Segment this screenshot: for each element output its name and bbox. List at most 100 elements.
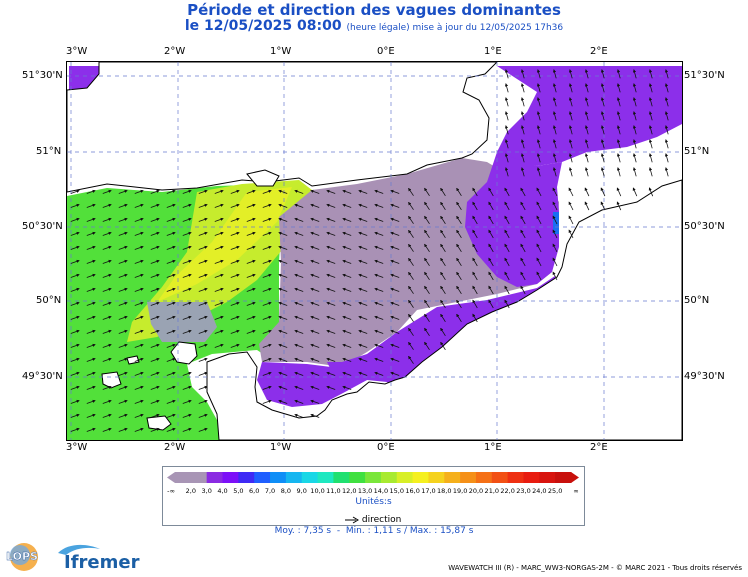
direction-arrow (520, 167, 525, 177)
direction-arrow (342, 315, 352, 320)
colorbar-tick-label: 4,0 (217, 487, 228, 495)
direction-arrow (230, 301, 240, 306)
direction-arrow (86, 427, 96, 432)
direction-arrow (198, 371, 208, 376)
lat-tick-right: 51°30'N (684, 70, 725, 81)
direction-arrow (230, 287, 240, 292)
direction-arrow (278, 385, 288, 390)
direction-arrow (310, 245, 320, 250)
direction-arrow (408, 229, 414, 238)
direction-arrow (262, 343, 272, 348)
direction-arrow (536, 153, 541, 163)
lon-tick-top: 0°E (377, 46, 395, 57)
lon-tick-bottom: 0°E (377, 442, 395, 453)
direction-arrow (536, 229, 542, 239)
direction-arrow (504, 187, 510, 197)
direction-arrow (118, 329, 128, 334)
direction-arrow (278, 287, 288, 292)
direction-arrow (86, 371, 96, 376)
direction-arrow (230, 329, 240, 334)
stat-separator-2: / (403, 526, 407, 536)
direction-arrow (358, 343, 368, 348)
direction-arrow (488, 201, 494, 211)
direction-arrow (648, 111, 653, 121)
direction-arrow (150, 189, 160, 194)
colorbar-tick-label: 8,0 (280, 487, 292, 495)
direction-arrow (102, 287, 112, 292)
direction-arrow (198, 329, 208, 334)
direction-arrow (326, 343, 336, 348)
direction-arrow (150, 259, 160, 264)
direction-arrow (390, 231, 400, 236)
colorbar-high-triangle (571, 472, 579, 483)
direction-arrow (536, 69, 541, 79)
lops-logo-mark: LOPS (6, 543, 38, 571)
direction-arrow (326, 371, 336, 376)
colorbar-swatch (365, 472, 382, 483)
direction-arrow (118, 301, 128, 306)
direction-arrow (294, 343, 304, 348)
colorbar-tick-label: 14,0 (373, 487, 389, 495)
direction-arrow (278, 189, 288, 194)
lat-tick-right: 50°30'N (684, 221, 725, 232)
direction-arrow (214, 217, 224, 222)
colorbar-tick-label: 21,0 (484, 487, 500, 495)
map-date: le 12/05/2025 08:00 (heure légale) mise … (0, 18, 748, 34)
colorbar-tick-label: 15,0 (389, 487, 404, 495)
colorbar-tick-label: 17,0 (421, 487, 436, 495)
direction-arrow (198, 203, 208, 208)
direction-arrow (648, 83, 653, 93)
direction-arrow (326, 189, 336, 194)
direction-arrow (294, 413, 304, 418)
direction-arrow (134, 189, 144, 194)
direction-arrow (86, 287, 96, 292)
direction-arrow (134, 315, 144, 320)
direction-arrow (166, 357, 176, 362)
direction-arrow (648, 69, 653, 79)
direction-arrow (70, 217, 80, 222)
direction-arrow (326, 217, 336, 222)
colorbar-swatch (475, 472, 493, 483)
direction-arrow (166, 245, 176, 250)
direction-arrow (102, 343, 112, 348)
direction-arrow (326, 385, 336, 390)
direction-arrow (504, 285, 510, 295)
colorbar-tick-label: 2,0 (185, 487, 196, 495)
direction-arrow (616, 201, 622, 211)
direction-arrow (390, 259, 400, 264)
direction-arrow (262, 245, 272, 250)
colorbar-tick-label: 13,0 (357, 487, 373, 495)
lat-tick-left: 51°30'N (22, 70, 63, 81)
direction-arrow (102, 273, 112, 278)
direction-arrow (86, 343, 96, 348)
direction-arrow (504, 257, 510, 267)
direction-arrow (536, 83, 541, 93)
direction-arrow (552, 83, 557, 93)
colorbar-swatch (396, 472, 414, 483)
direction-arrow (86, 273, 96, 278)
lat-tick-left: 49°30'N (22, 371, 63, 382)
direction-arrow (664, 167, 669, 177)
direction-arrow (408, 285, 414, 294)
direction-arrow (552, 97, 557, 107)
colorbar-swatch (333, 472, 350, 483)
direction-arrow (600, 139, 605, 149)
direction-arrow (584, 153, 589, 163)
direction-arrow (150, 203, 160, 208)
direction-arrow (616, 167, 621, 177)
direction-arrow (214, 273, 224, 278)
direction-arrow (118, 287, 128, 292)
direction-arrow (664, 83, 669, 93)
direction-arrow (214, 329, 224, 334)
direction-arrow (326, 357, 336, 362)
lon-tick-bottom: 1°W (270, 442, 292, 453)
direction-arrow (182, 287, 192, 292)
direction-arrow (472, 271, 478, 281)
direction-arrow (568, 215, 574, 225)
direction-arrow (182, 203, 192, 208)
direction-arrow (310, 343, 320, 348)
direction-arrow (294, 301, 304, 306)
direction-arrow (408, 313, 414, 322)
direction-arrow (310, 231, 320, 236)
direction-arrow (552, 111, 557, 121)
